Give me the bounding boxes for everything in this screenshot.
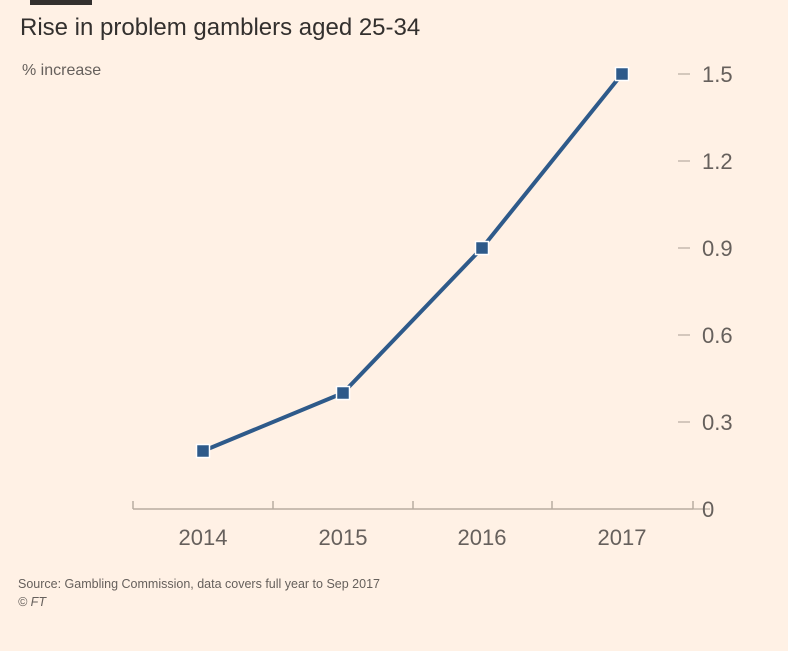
x-tick-label: 2016 bbox=[458, 525, 507, 550]
x-tick-label: 2017 bbox=[598, 525, 647, 550]
copyright-note: © FT bbox=[18, 595, 46, 609]
chart-footer: Source: Gambling Commission, data covers… bbox=[18, 575, 380, 611]
y-tick-label: 0.9 bbox=[702, 236, 733, 261]
brand-bar bbox=[30, 0, 92, 5]
data-point-marker bbox=[614, 66, 630, 82]
series-line bbox=[201, 72, 624, 453]
source-note: Source: Gambling Commission, data covers… bbox=[18, 577, 380, 591]
data-point-marker bbox=[474, 240, 490, 256]
y-tick-label: 0.6 bbox=[702, 323, 733, 348]
y-tick-label: 1.5 bbox=[702, 62, 733, 87]
chart-title: Rise in problem gamblers aged 25-34 bbox=[20, 14, 421, 41]
x-tick-label: 2015 bbox=[319, 525, 368, 550]
y-tick-label: 0 bbox=[702, 497, 714, 522]
data-point-marker bbox=[195, 443, 211, 459]
x-tick-label: 2014 bbox=[179, 525, 228, 550]
y-tick-label: 1.2 bbox=[702, 149, 733, 174]
data-point-marker bbox=[335, 385, 351, 401]
y-tick-label: 0.3 bbox=[702, 410, 733, 435]
y-axis-label: % increase bbox=[22, 62, 102, 79]
